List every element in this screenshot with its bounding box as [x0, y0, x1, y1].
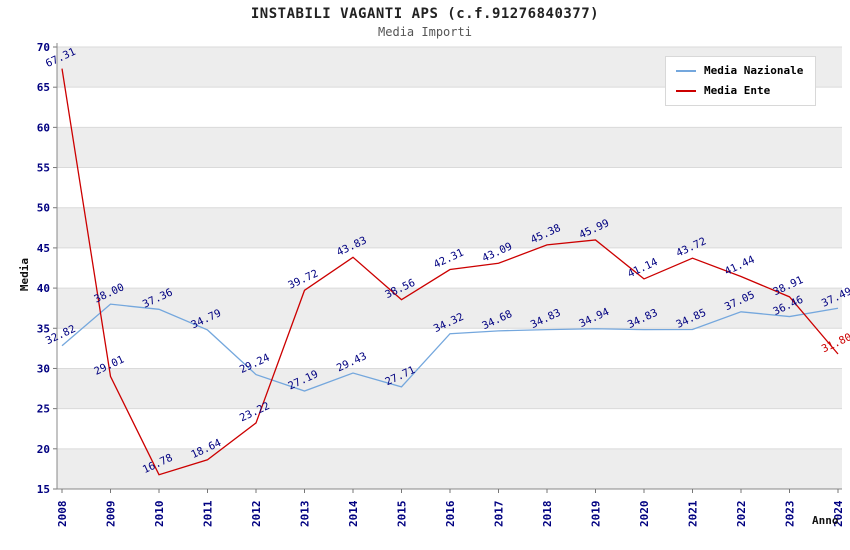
- x-tick-label: 2016: [444, 500, 457, 527]
- x-axis-title: Anno: [812, 514, 839, 527]
- y-tick-label: 20: [37, 443, 50, 456]
- y-tick-label: 25: [37, 403, 50, 416]
- legend-item-media-ente: Media Ente: [676, 84, 803, 97]
- y-tick-label: 45: [37, 242, 50, 255]
- data-label: 31.80: [820, 331, 850, 355]
- x-tick-label: 2019: [590, 501, 603, 528]
- x-tick-label: 2022: [735, 501, 748, 528]
- legend-label-nazionale: Media Nazionale: [704, 64, 804, 77]
- legend-label-ente: Media Ente: [704, 84, 771, 97]
- x-tick-label: 2024: [832, 500, 845, 527]
- x-tick-label: 2009: [105, 501, 118, 528]
- y-axis-title: Media: [18, 257, 32, 292]
- legend-line-sample-nazionale: [676, 69, 696, 72]
- x-tick-label: 2023: [784, 501, 797, 528]
- y-tick-label: 35: [37, 322, 50, 335]
- x-tick-label: 2012: [250, 501, 263, 528]
- x-tick-label: 2021: [687, 500, 700, 527]
- x-tick-label: 2010: [153, 501, 166, 528]
- legend: Media Nazionale Media Ente: [665, 56, 817, 106]
- x-tick-label: 2020: [638, 501, 651, 528]
- y-tick-label: 70: [37, 41, 50, 54]
- data-label: 42.31: [432, 247, 466, 271]
- grid-band: [57, 207, 842, 248]
- y-tick-label: 50: [37, 202, 50, 215]
- y-tick-label: 55: [37, 162, 50, 175]
- x-tick-label: 2015: [396, 501, 409, 528]
- chart-subtitle: Media Importi: [378, 25, 472, 39]
- grid-band: [57, 127, 842, 168]
- series-line-media-ente: [61, 68, 839, 476]
- x-tick-label: 2008: [56, 501, 69, 528]
- x-tick-label: 2014: [347, 500, 360, 527]
- grid-band: [57, 448, 842, 489]
- data-label: 41.44: [723, 254, 757, 278]
- series-line-media-nazionale: [61, 303, 839, 392]
- x-tick-label: 2017: [493, 501, 506, 528]
- x-tick-label: 2018: [541, 501, 554, 528]
- y-tick-label: 40: [37, 282, 50, 295]
- data-label: 41.14: [626, 256, 660, 280]
- chart-title: INSTABILI VAGANTI APS (c.f.91276840377): [250, 6, 600, 22]
- x-tick-label: 2011: [202, 500, 215, 527]
- y-tick-label: 65: [37, 81, 50, 94]
- grid-band: [57, 368, 842, 409]
- y-tick-label: 15: [37, 483, 50, 496]
- legend-item-media-nazionale: Media Nazionale: [676, 64, 803, 77]
- y-tick-label: 30: [37, 362, 50, 375]
- y-tick-label: 60: [37, 121, 50, 134]
- legend-line-sample-ente: [676, 89, 696, 92]
- x-tick-label: 2013: [299, 501, 312, 528]
